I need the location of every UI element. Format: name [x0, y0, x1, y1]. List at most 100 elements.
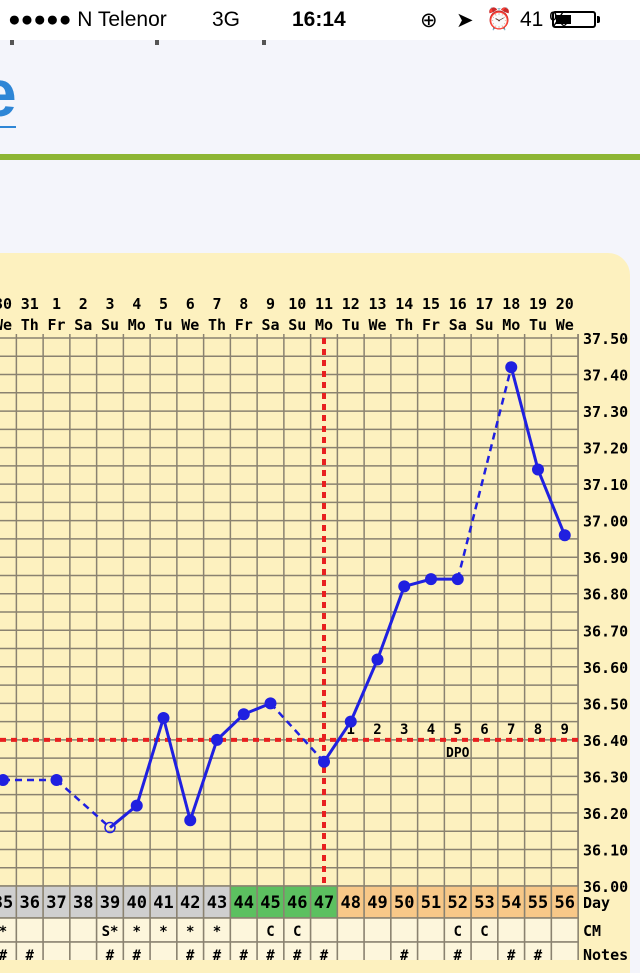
- cycle-day-number: 51: [421, 893, 441, 913]
- cycle-day-number: 56: [555, 893, 575, 913]
- x-weekday-label: Fr: [422, 316, 440, 334]
- notes-marker: #: [106, 948, 115, 960]
- cm-cell: [470, 917, 499, 943]
- cm-value: C: [454, 924, 462, 940]
- cropped-text: [0, 40, 640, 46]
- notes-marker: #: [534, 948, 543, 960]
- dpo-label: 4: [427, 722, 435, 738]
- cm-cell: [550, 917, 579, 943]
- dpo-label: 8: [534, 722, 542, 738]
- y-tick-label: 36.70: [583, 622, 628, 640]
- cycle-day-number: 53: [474, 893, 494, 913]
- cycle-day-number: 44: [234, 893, 254, 913]
- temperature-segment: [376, 585, 406, 661]
- cycle-day-number: 36: [20, 893, 40, 913]
- status-bar: ●●●●● N Telenor 3G 16:14 ⊕ ➤ ⏰ 41 %: [0, 0, 640, 40]
- cycle-day-number: 39: [100, 893, 120, 913]
- clock: 16:14: [292, 8, 346, 31]
- x-date-label: 30: [0, 295, 12, 313]
- cm-cell: [497, 917, 526, 943]
- temperature-point: [371, 653, 384, 666]
- y-tick-label: 36.90: [583, 549, 628, 567]
- cycle-day-cell: [122, 885, 151, 919]
- cycle-day-number: 45: [260, 893, 280, 913]
- y-tick-label: 37.20: [583, 440, 628, 458]
- x-date-label: 2: [79, 295, 88, 313]
- dpo-label: 1: [347, 722, 355, 738]
- cm-value: *: [186, 924, 194, 940]
- temperature-segment: [322, 720, 352, 763]
- temperature-segment: [188, 739, 219, 821]
- x-weekday-label: Su: [475, 316, 493, 334]
- temperature-point: [184, 814, 197, 827]
- x-date-label: 13: [368, 295, 386, 313]
- temperature-point: [264, 697, 277, 710]
- temperature-segment: [509, 366, 540, 470]
- temperature-point: [130, 799, 143, 812]
- x-weekday-label: Fr: [47, 316, 65, 334]
- temperature-point: [318, 755, 330, 768]
- dpo-label: 5: [454, 722, 462, 738]
- carrier: ●●●●● N Telenor: [8, 8, 167, 31]
- temperature-point: [211, 733, 223, 746]
- cycle-day-cell: [95, 885, 125, 919]
- cycle-day-number: 38: [73, 893, 93, 913]
- cycle-day-number: 49: [367, 893, 387, 913]
- x-date-label: 10: [288, 295, 306, 313]
- notes-cell: [550, 941, 579, 960]
- x-weekday-label: Su: [101, 316, 119, 334]
- temperature-segment: [269, 702, 325, 763]
- temperature-point: [505, 361, 518, 374]
- cycle-day-number: 50: [394, 893, 414, 913]
- x-date-label: 4: [132, 295, 141, 313]
- rotation-lock-icon: ⊕: [420, 9, 438, 32]
- x-weekday-label: Tu: [529, 316, 547, 334]
- x-weekday-label: We: [0, 316, 12, 334]
- header-divider: [0, 154, 640, 160]
- y-tick-label: 37.40: [583, 367, 628, 385]
- x-weekday-label: We: [368, 316, 386, 334]
- cm-cell: [523, 917, 553, 943]
- x-weekday-label: Mo: [128, 316, 146, 334]
- notes-marker: #: [507, 948, 516, 960]
- cm-value: *: [0, 924, 7, 940]
- cm-cell: [229, 917, 258, 943]
- x-weekday-label: Sa: [449, 316, 467, 334]
- cycle-day-number: 43: [207, 893, 227, 913]
- x-weekday-label: Mo: [502, 316, 520, 334]
- logo-link[interactable]: e: [0, 58, 17, 128]
- dpo-label: 7: [507, 722, 515, 738]
- cm-value: C: [293, 924, 301, 940]
- cm-cell: [363, 917, 392, 943]
- y-tick-label: 37.50: [583, 330, 628, 348]
- cycle-day-number: 46: [287, 893, 307, 913]
- notes-marker: #: [240, 948, 249, 960]
- cycle-day-cell: [497, 885, 526, 919]
- x-weekday-label: Th: [208, 316, 226, 334]
- y-tick-label: 36.30: [583, 768, 628, 786]
- x-date-label: 1: [52, 295, 61, 313]
- x-date-label: 9: [266, 295, 275, 313]
- cm-value: S*: [102, 924, 119, 940]
- cm-cell: [416, 917, 446, 943]
- row-label-cm: CM: [583, 922, 601, 940]
- x-weekday-label: Th: [21, 316, 39, 334]
- temperature-point: [558, 529, 571, 542]
- temperature-segment: [135, 717, 165, 807]
- notes-cell: [149, 941, 178, 960]
- dpo-label: 9: [561, 722, 569, 738]
- x-weekday-label: Sa: [261, 316, 279, 334]
- y-tick-label: 36.40: [583, 732, 628, 750]
- temperature-segment: [536, 468, 567, 536]
- notes-marker: #: [186, 948, 195, 960]
- cm-cell: [309, 917, 339, 943]
- y-tick-label: 37.00: [583, 513, 628, 531]
- x-weekday-label: Tu: [154, 316, 172, 334]
- x-date-label: 19: [529, 295, 547, 313]
- alarm-icon: ⏰: [486, 8, 513, 31]
- cm-cell: [336, 917, 365, 943]
- x-date-label: 18: [502, 295, 520, 313]
- cm-value: *: [159, 924, 167, 940]
- notes-marker: #: [320, 948, 329, 960]
- temperature-segment: [349, 658, 379, 723]
